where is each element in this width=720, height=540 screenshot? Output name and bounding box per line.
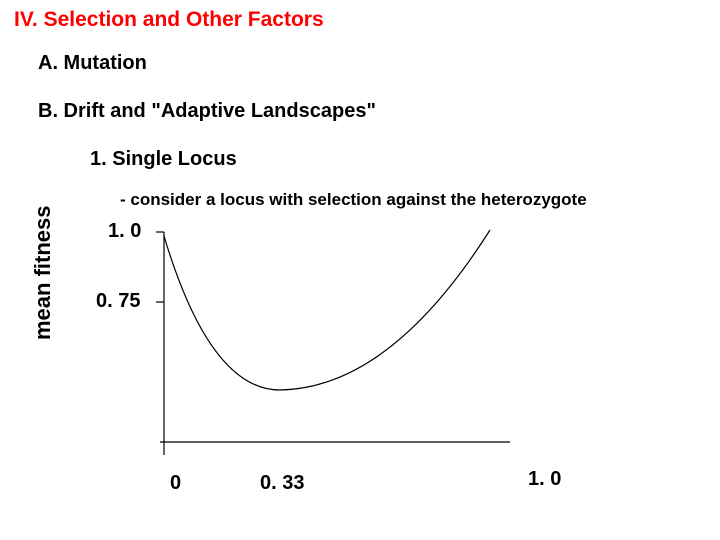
y-axis-label: mean fitness — [30, 206, 56, 341]
heading-section-iv: IV. Selection and Other Factors — [14, 8, 324, 32]
y-tick-label-1: 1. 0 — [108, 220, 141, 243]
y-tick-label-075: 0. 75 — [96, 290, 140, 313]
x-tick-label-1: 1. 0 — [528, 468, 561, 491]
heading-subsection-b: B. Drift and "Adaptive Landscapes" — [38, 100, 376, 123]
x-tick-label-0: 0 — [170, 472, 181, 495]
fitness-chart — [150, 220, 550, 470]
bullet-consider: - consider a locus with selection agains… — [120, 190, 587, 210]
fitness-curve — [164, 230, 490, 390]
heading-item-1: 1. Single Locus — [90, 148, 237, 171]
heading-subsection-a: A. Mutation — [38, 52, 147, 75]
x-tick-label-033: 0. 33 — [260, 472, 304, 495]
